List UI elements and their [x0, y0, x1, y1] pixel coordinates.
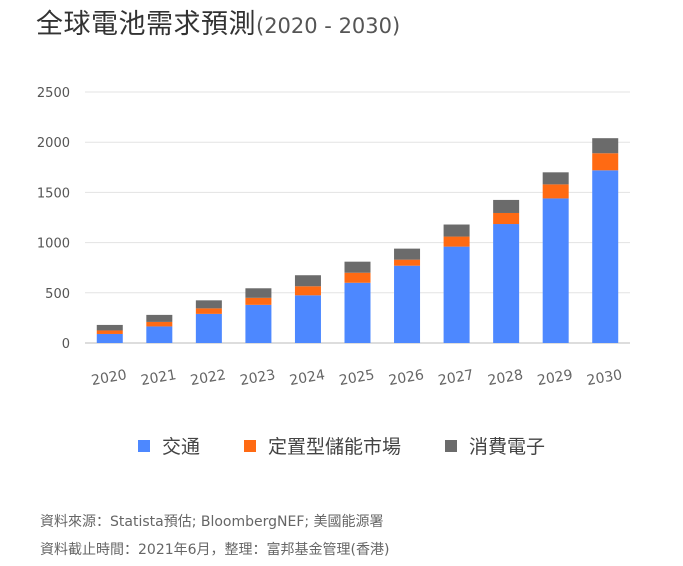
legend-label-storage: 定置型儲能市場: [267, 436, 401, 458]
chart-title: 全球電池需求預測(2020 - 2030): [36, 2, 400, 41]
bar-2020-series-0: [96, 333, 123, 343]
bar-2024-series-2: [294, 275, 321, 287]
title-subtitle: (2020 - 2030): [256, 14, 401, 38]
bar-2028-series-2: [493, 199, 520, 213]
bar-2025-series-0: [344, 282, 371, 343]
y-tick-label: 1000: [37, 237, 70, 252]
bar-2027-series-1: [443, 236, 470, 247]
x-tick-label: 2030: [586, 367, 624, 389]
x-tick-label: 2026: [387, 367, 425, 389]
legend-label-consumer: 消費電子: [469, 436, 546, 458]
x-tick-label: 2028: [487, 367, 525, 389]
bar-2025-series-2: [344, 261, 371, 273]
bar-2027-series-0: [443, 246, 470, 343]
data-date-note: 資料截止時間：2021年6月，整理：富邦基金管理(香港): [40, 542, 390, 558]
bar-2023-series-0: [245, 304, 272, 343]
bar-2026-series-0: [394, 265, 421, 343]
bar-2021-series-1: [146, 321, 173, 327]
bar-2023-series-1: [245, 297, 272, 305]
bar-2030-series-1: [592, 153, 619, 171]
bar-2023-series-2: [245, 288, 272, 298]
legend-item-transport: 交通: [137, 432, 200, 459]
legend-swatch-transport: [137, 439, 150, 452]
bar-2029-series-0: [542, 198, 569, 343]
x-tick-label: 2021: [140, 367, 178, 389]
x-tick-label: 2020: [90, 367, 128, 389]
x-tick-label: 2022: [189, 367, 227, 389]
legend-item-storage: 定置型儲能市場: [243, 432, 401, 459]
bar-2020-series-2: [96, 324, 123, 331]
bar-2029-series-1: [542, 184, 569, 199]
bar-2030-series-2: [592, 138, 619, 154]
chart-area: 0 500 1000 1500 2000 2500 2020 2021 2022 2023 2024…: [37, 86, 630, 389]
y-tick-label: 2000: [37, 136, 70, 151]
legend-swatch-storage: [243, 439, 256, 452]
bar-2022-series-1: [195, 308, 222, 314]
bar-2026-series-1: [394, 259, 421, 266]
bar-2027-series-2: [443, 224, 470, 237]
bar-2030-series-0: [592, 170, 619, 343]
chart-legend: 交通 定置型儲能市場 消費電子: [0, 432, 683, 459]
bar-2020-series-1: [96, 330, 123, 334]
y-tick-label: 500: [45, 287, 70, 302]
x-tick-label: 2023: [239, 367, 277, 389]
bar-2022-series-2: [195, 300, 222, 309]
bar-2025-series-1: [344, 272, 371, 283]
bar-2021-series-0: [146, 326, 173, 343]
bar-2021-series-2: [146, 314, 173, 322]
bar-2024-series-1: [294, 286, 321, 296]
x-tick-label: 2029: [536, 367, 574, 389]
title-main: 全球電池需求預測: [36, 9, 256, 40]
source-note: 資料來源：Statista預估; BloombergNEF; 美國能源署: [40, 514, 384, 530]
y-tick-label: 0: [62, 337, 70, 352]
legend-item-consumer: 消費電子: [445, 432, 545, 459]
bar-2026-series-2: [394, 248, 421, 260]
bar-2028-series-0: [493, 224, 520, 343]
x-tick-label: 2024: [288, 367, 326, 389]
bar-2022-series-0: [195, 313, 222, 343]
bar-2024-series-0: [294, 295, 321, 343]
x-tick-label: 2027: [437, 367, 475, 389]
legend-swatch-consumer: [445, 439, 457, 452]
y-tick-label: 2500: [37, 86, 70, 101]
bar-2028-series-1: [493, 212, 520, 225]
x-tick-label: 2025: [338, 367, 376, 389]
y-tick-label: 1500: [37, 186, 70, 201]
legend-label-transport: 交通: [161, 436, 200, 458]
bar-2029-series-2: [542, 172, 569, 185]
